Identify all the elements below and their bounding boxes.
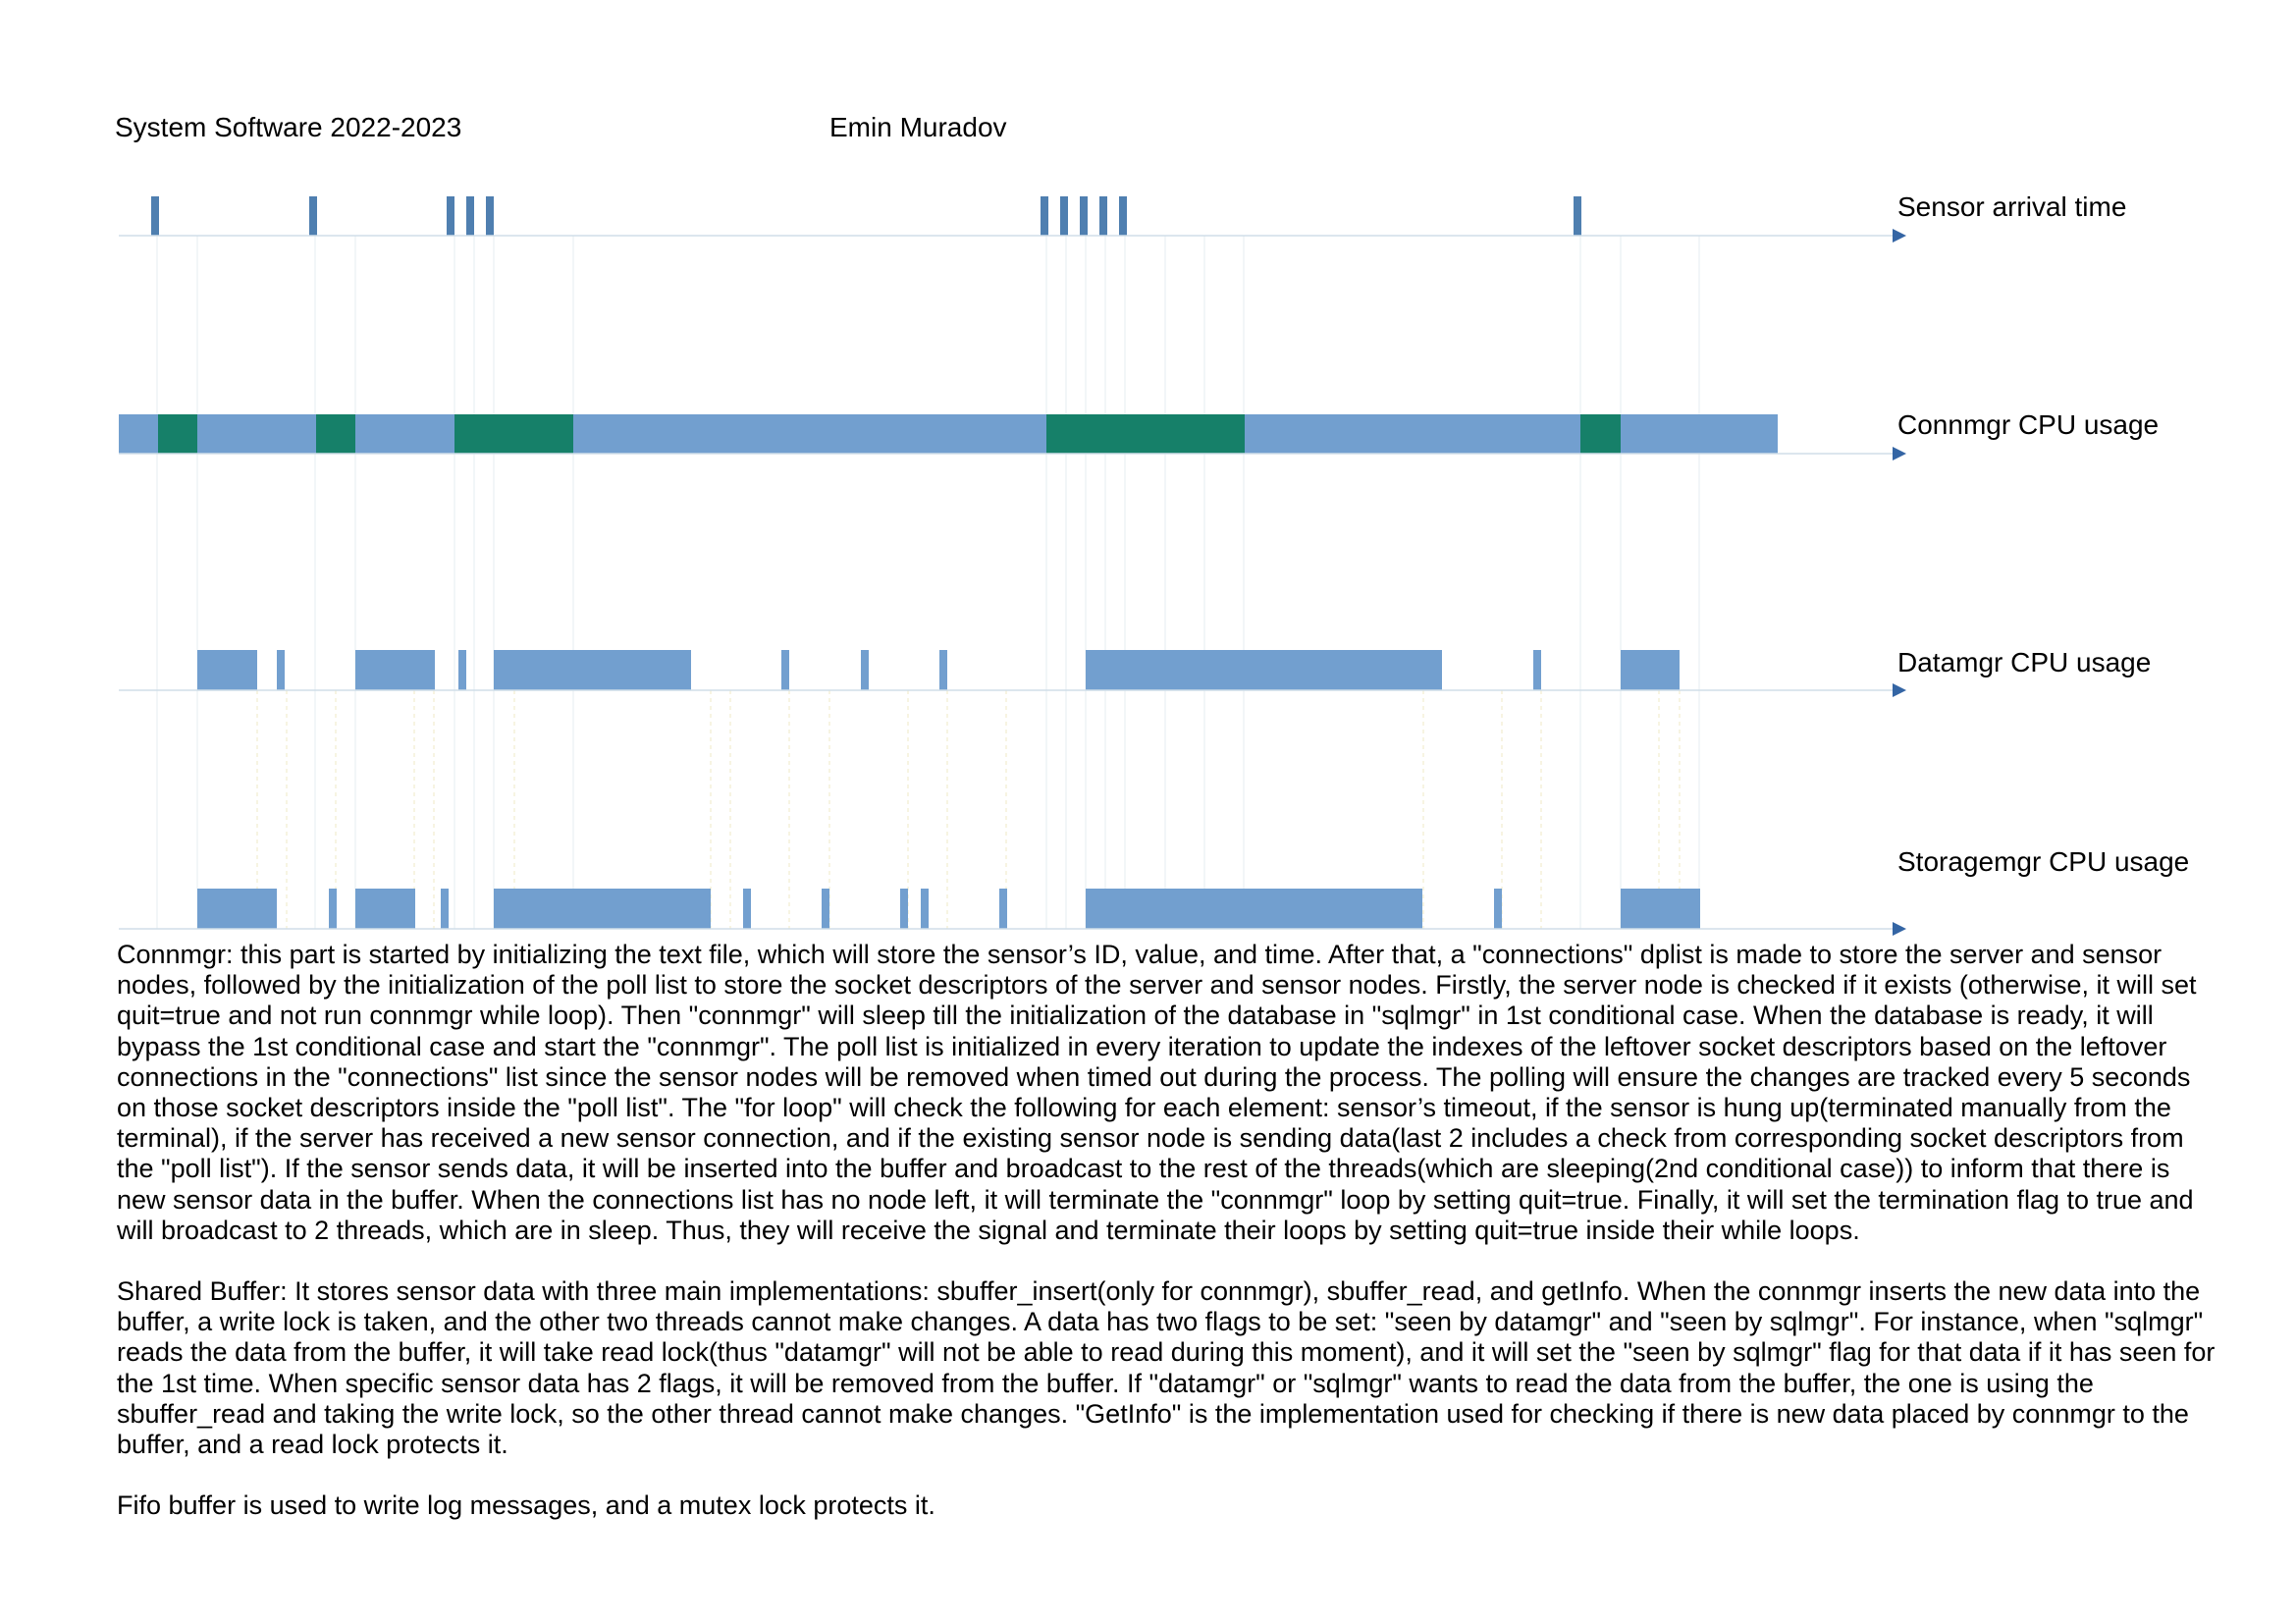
storagemgr-usage-bar	[743, 889, 751, 929]
storagemgr-usage-bar	[494, 889, 711, 929]
sensor-arrival-tick	[1099, 196, 1107, 236]
axis-arrow-icon	[1893, 229, 1906, 243]
connmgr-active-segment	[316, 414, 355, 454]
track-label-datamgr: Datamgr CPU usage	[1897, 647, 2151, 677]
datamgr-usage-bar	[1086, 650, 1442, 690]
timeline-diagram: Sensor arrival time Connmgr CPU usage Da…	[119, 191, 2189, 936]
course-title: System Software 2022-2023	[115, 112, 462, 142]
guide-lines	[156, 236, 1700, 929]
sensor-arrival-tick	[1080, 196, 1088, 236]
storagemgr-usage-bar	[355, 889, 415, 929]
sensor-arrival-tick	[1060, 196, 1068, 236]
sensor-arrival-tick	[447, 196, 454, 236]
connmgr-active-segment	[1580, 414, 1621, 454]
storagemgr-usage-bar	[999, 889, 1007, 929]
author-name: Emin Muradov	[829, 112, 1007, 142]
sensor-arrival-tick	[1041, 196, 1048, 236]
storagemgr-usage-bar	[197, 889, 277, 929]
storagemgr-usage-bar	[900, 889, 908, 929]
paragraph-shared-buffer: Shared Buffer: It stores sensor data wit…	[117, 1276, 2216, 1460]
track-axes	[119, 229, 1906, 936]
connmgr-active-segment	[1046, 414, 1245, 454]
sensor-arrival-tick	[1574, 196, 1581, 236]
sensor-arrival-tick	[151, 196, 159, 236]
datamgr-usage-bar	[197, 650, 257, 690]
axis-arrow-icon	[1893, 922, 1906, 936]
paragraph-fifo: Fifo buffer is used to write log message…	[117, 1490, 935, 1521]
connmgr-active-segment	[454, 414, 573, 454]
storagemgr-usage-bar	[1086, 889, 1422, 929]
axis-arrow-icon	[1893, 683, 1906, 697]
track-label-sensor-arrival: Sensor arrival time	[1897, 191, 2126, 222]
sensor-arrival-tick	[1119, 196, 1127, 236]
datamgr-usage-bar	[1621, 650, 1680, 690]
activity-bars	[119, 196, 1778, 929]
datamgr-usage-bar	[277, 650, 285, 690]
description-text: Connmgr: this part is started by initial…	[117, 940, 2217, 1551]
paragraph-connmgr: Connmgr: this part is started by initial…	[117, 940, 2197, 1245]
datamgr-usage-bar	[355, 650, 435, 690]
datamgr-usage-bar	[939, 650, 947, 690]
storagemgr-usage-bar	[441, 889, 449, 929]
sensor-arrival-tick	[309, 196, 317, 236]
storagemgr-usage-bar	[822, 889, 829, 929]
storagemgr-usage-bar	[1494, 889, 1502, 929]
sensor-arrival-tick	[466, 196, 474, 236]
datamgr-usage-bar	[861, 650, 869, 690]
track-label-connmgr: Connmgr CPU usage	[1897, 409, 2159, 440]
storagemgr-usage-bar	[921, 889, 929, 929]
axis-arrow-icon	[1893, 447, 1906, 460]
connmgr-usage-bar	[119, 414, 1778, 454]
track-label-storagemgr: Storagemgr CPU usage	[1897, 846, 2189, 877]
sensor-arrival-tick	[486, 196, 494, 236]
datamgr-usage-bar	[781, 650, 789, 690]
storagemgr-usage-bar	[329, 889, 337, 929]
datamgr-usage-bar	[494, 650, 691, 690]
datamgr-usage-bar	[1533, 650, 1541, 690]
connmgr-active-segment	[158, 414, 197, 454]
storagemgr-usage-bar	[1621, 889, 1700, 929]
datamgr-usage-bar	[458, 650, 466, 690]
